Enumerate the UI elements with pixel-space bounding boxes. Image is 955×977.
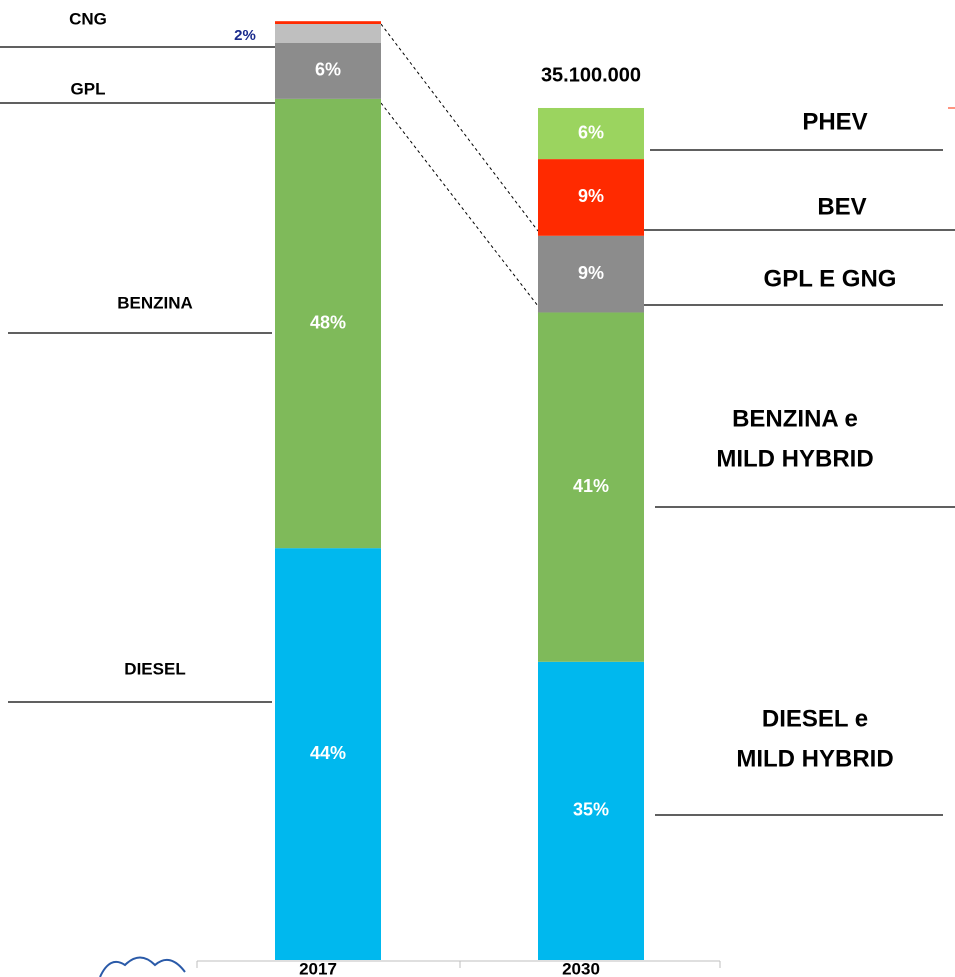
data-label: 2% xyxy=(234,27,256,44)
logo xyxy=(99,956,186,977)
total-label: 35.100.000 xyxy=(541,64,641,86)
segment-name: BENZINA e xyxy=(732,405,858,432)
segment-name: CNG xyxy=(69,9,107,28)
connector xyxy=(380,102,539,307)
data-label: 35% xyxy=(573,800,609,820)
segment-name: GPL xyxy=(71,79,106,98)
data-label: 48% xyxy=(310,312,346,332)
bar-segment xyxy=(538,312,644,662)
bar-segment xyxy=(275,42,381,99)
segment-name: DIESEL e xyxy=(762,705,868,732)
data-label: 41% xyxy=(573,476,609,496)
segment-name: PHEV xyxy=(802,108,867,135)
x-tick-label: 2017 xyxy=(299,959,337,977)
data-label: 6% xyxy=(578,122,604,142)
segment-name: MILD HYBRID xyxy=(716,445,873,472)
bar-segment xyxy=(538,107,644,160)
x-tick-label: 2030 xyxy=(562,959,600,977)
bar-segment xyxy=(275,24,381,43)
segment-name: DIESEL xyxy=(124,659,185,678)
data-label: 44% xyxy=(310,743,346,763)
bar-segment xyxy=(538,661,644,960)
connector xyxy=(380,23,539,232)
bar-segment xyxy=(275,98,381,549)
bar-segment xyxy=(275,548,381,960)
segment-name: GPL E GNG xyxy=(764,265,897,292)
data-label: 9% xyxy=(578,186,604,206)
data-label: 9% xyxy=(578,263,604,283)
bar-segment xyxy=(538,235,644,313)
segment-name: BEV xyxy=(817,193,866,220)
bar-segment xyxy=(538,159,644,236)
data-label: 6% xyxy=(315,60,341,80)
segment-name: BENZINA xyxy=(117,293,193,312)
segment-name: MILD HYBRID xyxy=(736,745,893,772)
bar-segment xyxy=(275,21,381,24)
